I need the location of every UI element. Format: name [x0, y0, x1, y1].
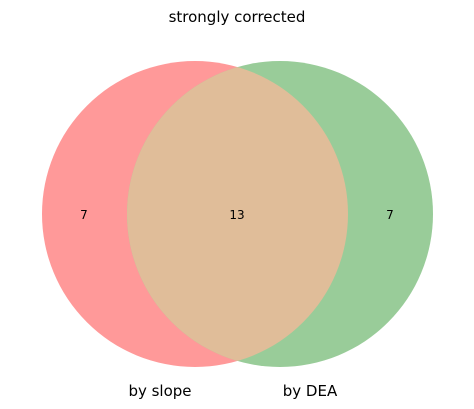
count-intersection: 13: [229, 208, 244, 222]
set-label-by-slope: by slope: [128, 382, 191, 400]
set-label-by-dea: by DEA: [283, 382, 338, 400]
set-overlap-region: [127, 61, 348, 367]
diagram-title: strongly corrected: [169, 8, 306, 26]
count-only-by-dea: 7: [386, 208, 394, 222]
count-only-by-slope: 7: [80, 208, 88, 222]
